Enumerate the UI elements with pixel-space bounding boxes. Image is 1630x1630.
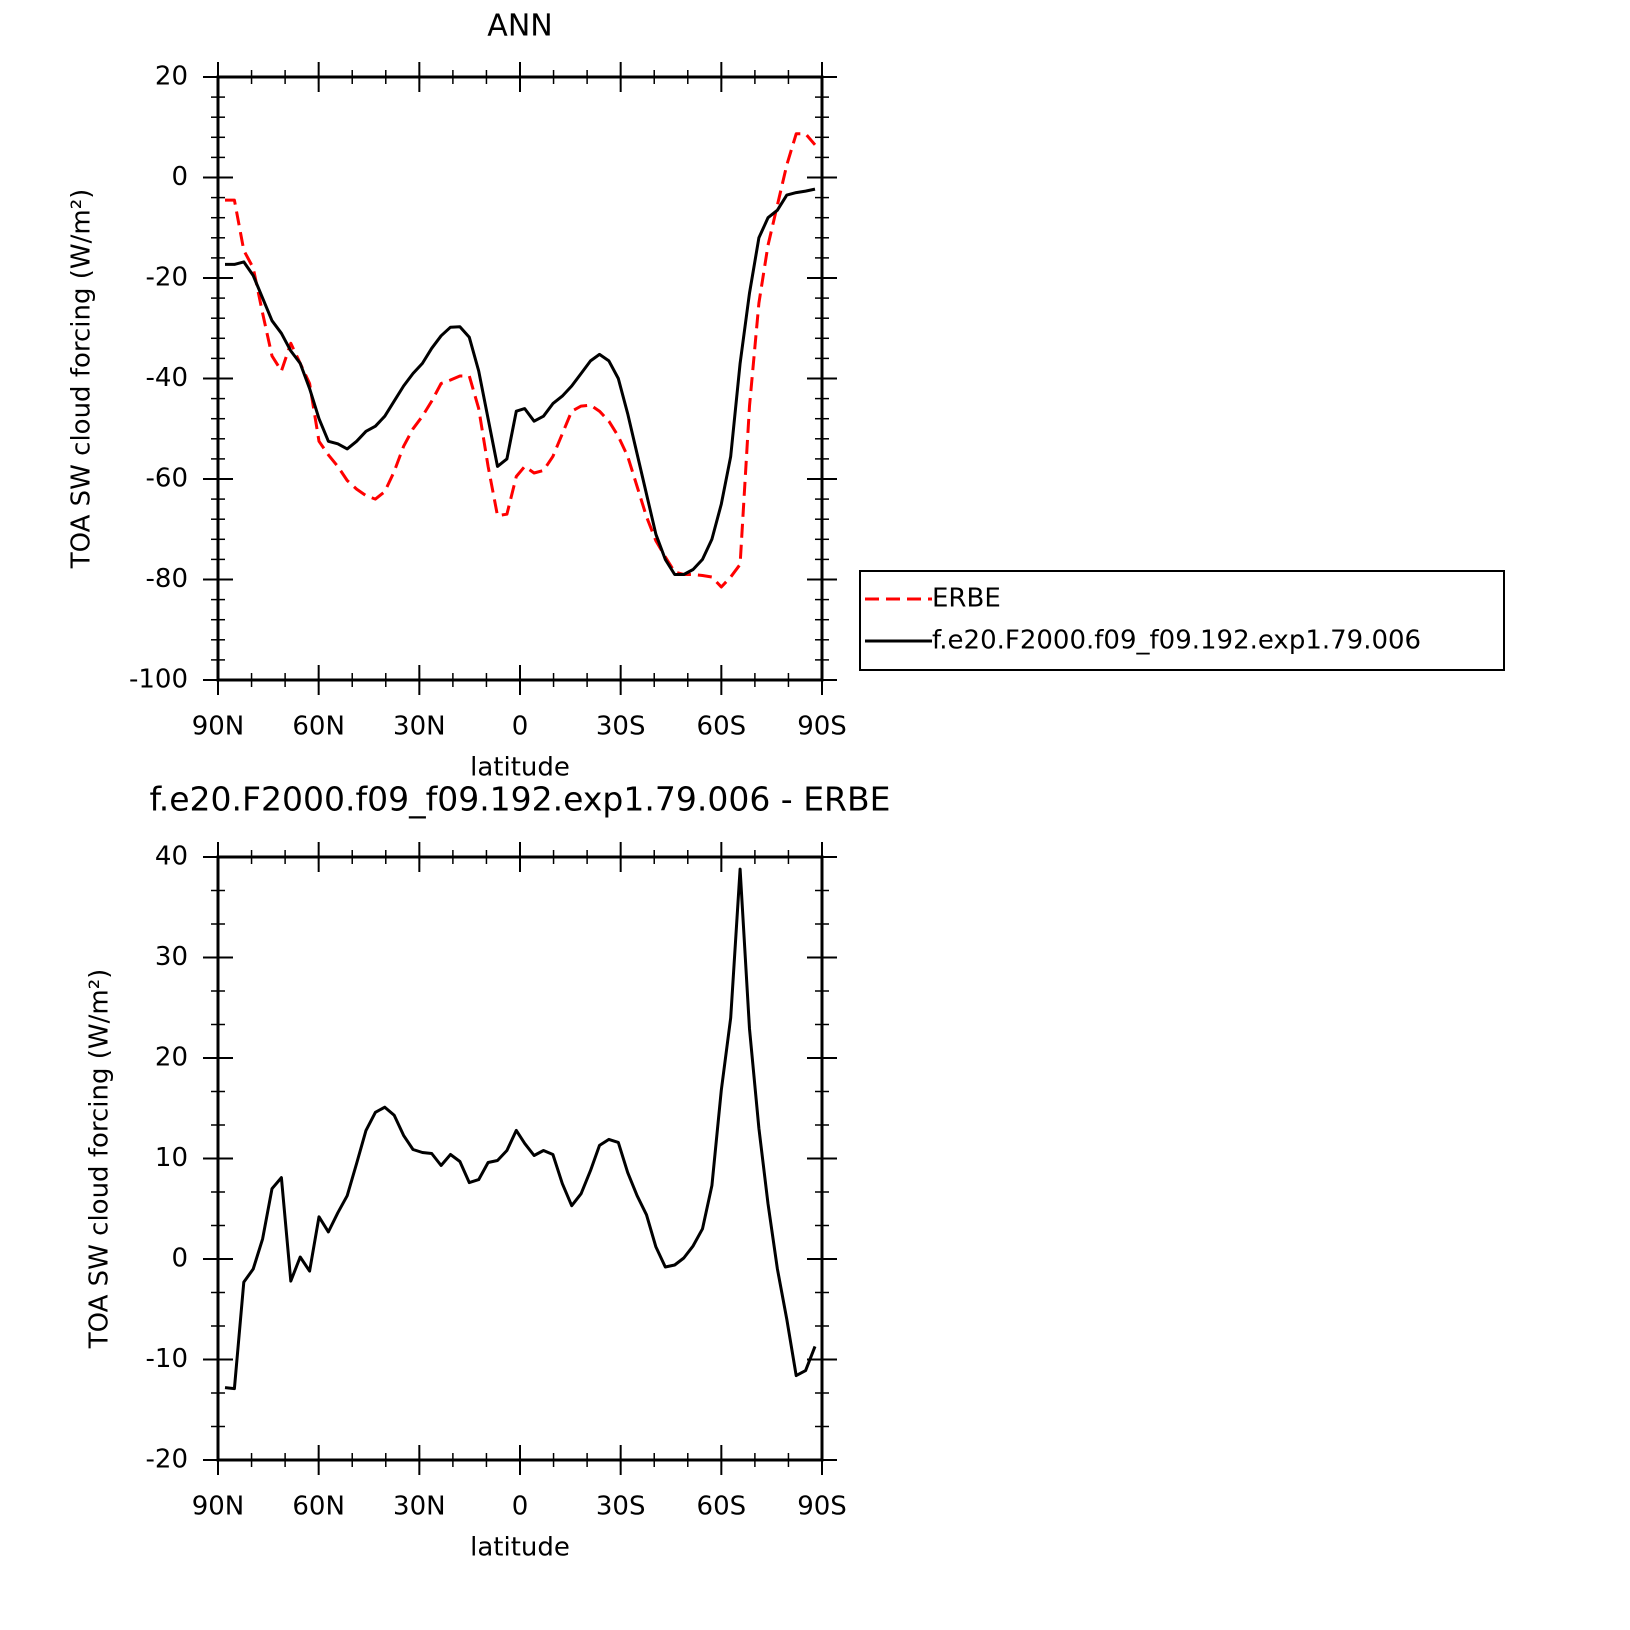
chart-title: f.e20.F2000.f09_f09.192.exp1.79.006 - ER…	[150, 780, 891, 819]
chart-title: ANN	[487, 9, 552, 44]
y-axis-label: TOA SW cloud forcing (W/m²)	[85, 969, 115, 1350]
y-tick-label: 0	[171, 162, 188, 192]
x-tick-label: 30N	[393, 712, 446, 742]
y-tick-label: -20	[146, 1445, 188, 1475]
x-tick-label: 90N	[192, 712, 245, 742]
y-tick-label: 0	[171, 1244, 188, 1274]
series-line	[225, 187, 816, 576]
x-tick-label: 90S	[797, 1492, 847, 1522]
x-tick-label: 0	[512, 1492, 529, 1522]
y-tick-label: -60	[146, 464, 188, 494]
y-tick-label: 10	[155, 1143, 188, 1173]
plot-frame	[216, 855, 824, 1462]
x-tick-label: 30S	[596, 712, 646, 742]
legend-box	[859, 570, 1505, 671]
x-tick-label: 60S	[697, 712, 747, 742]
x-tick-label: 60N	[292, 712, 345, 742]
x-tick-label: 60N	[292, 1492, 345, 1522]
x-tick-label: 60S	[697, 1492, 747, 1522]
x-axis-label: latitude	[470, 1533, 570, 1563]
legend-label: ERBE	[932, 584, 1001, 614]
x-tick-label: 90S	[797, 712, 847, 742]
y-tick-label: -100	[129, 665, 188, 695]
y-tick-label: 20	[155, 62, 188, 92]
x-tick-label: 0	[512, 712, 529, 742]
series-line	[224, 867, 817, 1391]
y-tick-label: 30	[155, 942, 188, 972]
x-tick-label: 30S	[596, 1492, 646, 1522]
y-tick-label: -10	[146, 1344, 188, 1374]
x-axis-label: latitude	[470, 753, 570, 783]
y-tick-label: -80	[146, 564, 188, 594]
x-tick-label: 90N	[192, 1492, 245, 1522]
y-tick-label: -20	[146, 263, 188, 293]
y-tick-label: 20	[155, 1043, 188, 1073]
y-tick-label: -40	[146, 363, 188, 393]
legend-label: f.e20.F2000.f09_f09.192.exp1.79.006	[932, 626, 1421, 656]
series-line	[225, 132, 817, 589]
y-tick-label: 40	[155, 842, 188, 872]
y-axis-label: TOA SW cloud forcing (W/m²)	[67, 189, 97, 570]
x-tick-label: 30N	[393, 1492, 446, 1522]
